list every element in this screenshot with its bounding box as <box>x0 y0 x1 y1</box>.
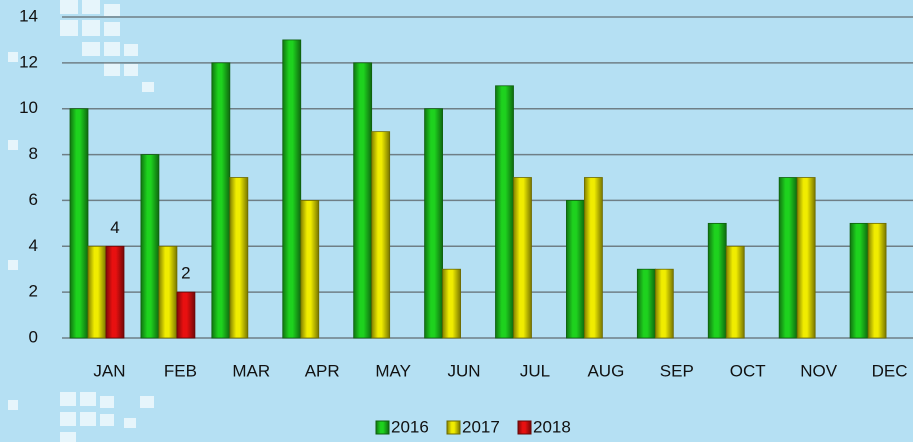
y-tick-label: 4 <box>29 236 38 255</box>
bar <box>69 108 89 339</box>
data-label: 2 <box>181 264 190 283</box>
bar <box>495 85 514 339</box>
y-tick-label: 10 <box>19 98 38 117</box>
y-tick-label: 0 <box>29 327 38 346</box>
legend-label: 2017 <box>462 417 500 436</box>
x-tick-label: AUG <box>587 361 624 380</box>
bar <box>353 62 373 339</box>
y-tick-label: 14 <box>19 6 38 25</box>
bar <box>778 177 798 339</box>
decoration <box>8 0 154 442</box>
bar <box>566 200 585 339</box>
x-tick-label: OCT <box>730 361 766 380</box>
bar <box>229 177 249 339</box>
x-tick-label: MAR <box>232 361 270 380</box>
bar <box>282 39 302 339</box>
bar <box>442 268 461 339</box>
legend-swatch <box>375 420 390 435</box>
bar <box>87 245 107 339</box>
y-tick-label: 8 <box>29 144 38 163</box>
bar <box>211 62 231 339</box>
bar <box>105 245 125 339</box>
bar <box>300 200 320 339</box>
x-tick-label: MAY <box>375 361 411 380</box>
bar <box>424 108 443 339</box>
bar <box>140 154 160 339</box>
bar <box>725 245 745 339</box>
legend-swatch <box>446 420 461 435</box>
bar <box>796 177 816 339</box>
bar <box>176 291 196 339</box>
legend-label: 2016 <box>391 417 429 436</box>
y-tick-label: 2 <box>29 282 38 301</box>
bar <box>158 245 178 339</box>
bar <box>636 268 656 339</box>
bar <box>849 222 869 339</box>
x-tick-label: DEC <box>872 361 908 380</box>
legend-label: 2018 <box>533 417 571 436</box>
bar <box>371 131 391 339</box>
bar <box>654 268 674 339</box>
y-tick-label: 6 <box>29 190 38 209</box>
y-tick-label: 12 <box>19 52 38 71</box>
x-tick-label: FEB <box>164 361 197 380</box>
bar <box>707 222 727 339</box>
data-label: 4 <box>110 218 119 237</box>
legend: 2016 2017 2018 <box>375 417 571 436</box>
bar <box>867 222 887 339</box>
x-tick-label: SEP <box>660 361 694 380</box>
bar <box>513 177 532 339</box>
x-tick-label: NOV <box>800 361 838 380</box>
x-tick-label: APR <box>305 361 340 380</box>
bar <box>584 177 603 339</box>
x-tick-label: JUN <box>448 361 481 380</box>
x-tick-label: JAN <box>93 361 125 380</box>
x-tick-label: JUL <box>520 361 550 380</box>
legend-swatch <box>517 420 532 435</box>
